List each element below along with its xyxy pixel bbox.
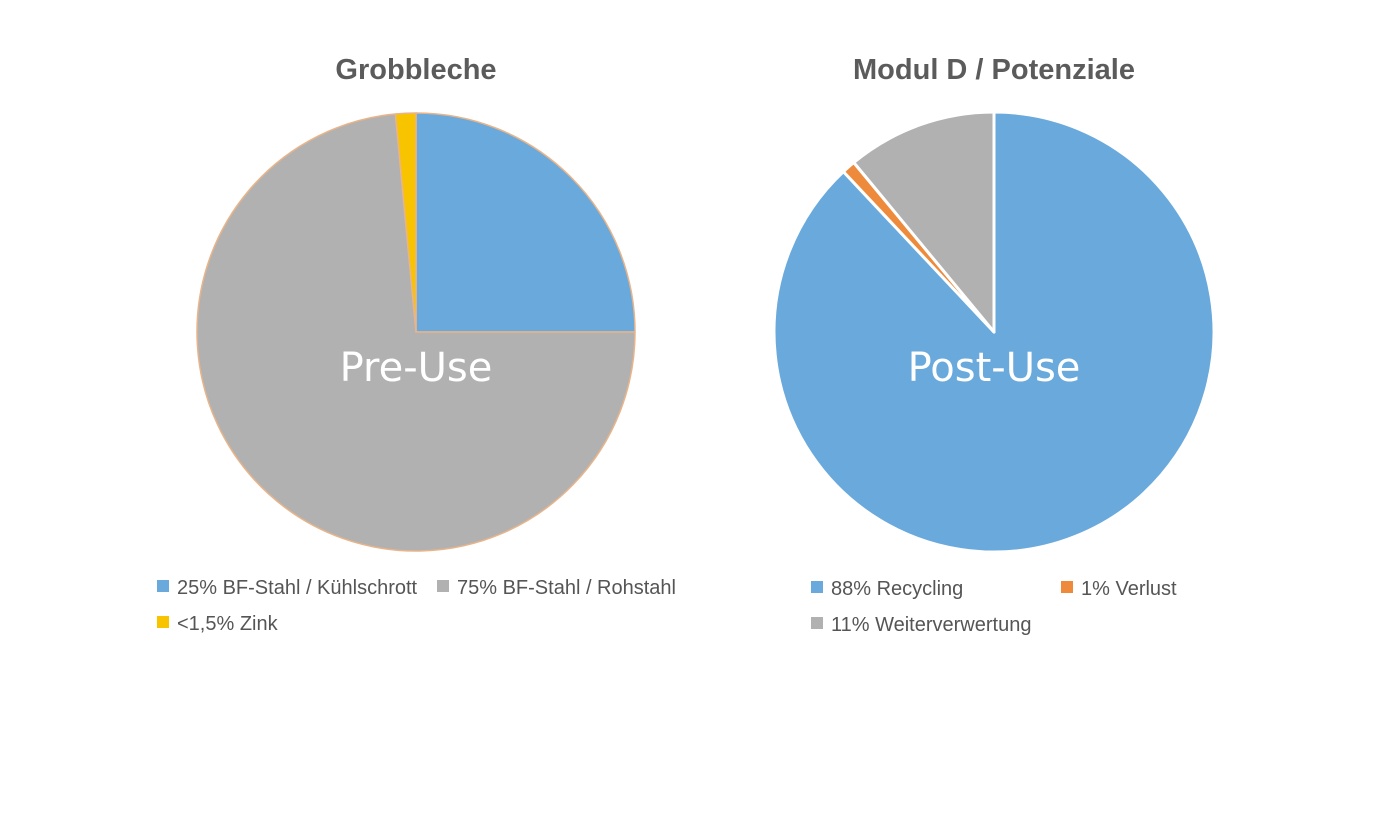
pie-chart-grobbleche: Grobbleche Pre-Use 25% BF-Stahl / Kühlsc… [157,54,676,635]
pie-slices [196,112,636,552]
legend-item: 25% BF-Stahl / Kühlschrott [157,577,418,599]
legend-label: 25% BF-Stahl / Kühlschrott [177,577,418,599]
legend-swatch [811,617,823,629]
legend: 88% Recycling 1% Verlust 11% Weiterverwe… [811,578,1177,636]
legend-label: 11% Weiterverwertung [831,614,1031,636]
legend-swatch [157,580,169,592]
pie-center-label: Post-Use [908,345,1081,391]
pie-center-label: Pre-Use [340,345,493,391]
legend-swatch [157,616,169,628]
chart-title: Modul D / Potenziale [853,54,1135,86]
legend-item: 11% Weiterverwertung [811,614,1031,636]
legend: 25% BF-Stahl / Kühlschrott 75% BF-Stahl … [157,577,676,635]
legend-label: 1% Verlust [1081,578,1177,600]
pie-slice-0 [415,112,636,333]
legend-swatch [1061,581,1073,593]
legend-swatch [437,580,449,592]
legend-item: 88% Recycling [811,578,963,600]
chart-title: Grobbleche [335,54,496,86]
legend-label: 75% BF-Stahl / Rohstahl [457,577,676,599]
legend-item: 1% Verlust [1061,578,1177,600]
pie-chart-modul-d: Modul D / Potenziale Post-Use 88% Recycl… [772,54,1216,636]
pie-slice-2 [394,112,417,333]
pie-slices [772,110,1216,554]
legend-label: <1,5% Zink [177,613,279,635]
legend-item: <1,5% Zink [157,613,279,635]
legend-item: 75% BF-Stahl / Rohstahl [437,577,676,599]
pie-slice-2 [852,110,996,334]
legend-swatch [811,581,823,593]
legend-label: 88% Recycling [831,578,963,600]
